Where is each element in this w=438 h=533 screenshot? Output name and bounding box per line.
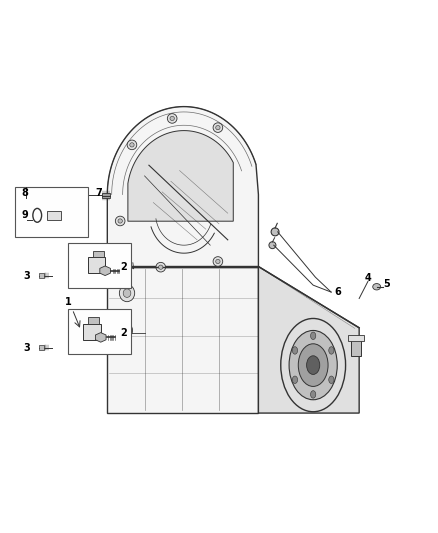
Bar [83, 324, 101, 340]
Bar [15, 187, 88, 237]
Ellipse shape [130, 143, 134, 147]
Ellipse shape [170, 116, 174, 120]
Ellipse shape [118, 219, 122, 223]
Ellipse shape [213, 123, 223, 132]
Ellipse shape [269, 242, 276, 248]
Ellipse shape [311, 332, 316, 340]
Ellipse shape [271, 228, 279, 236]
Ellipse shape [119, 285, 135, 302]
Ellipse shape [215, 125, 220, 130]
Text: 1: 1 [64, 297, 71, 307]
Bar [68, 309, 131, 354]
Bar [93, 251, 104, 257]
Text: 8: 8 [21, 189, 28, 198]
Ellipse shape [281, 318, 346, 411]
Text: 7: 7 [95, 189, 102, 198]
Ellipse shape [373, 284, 381, 290]
Text: 5: 5 [383, 279, 390, 289]
Bar [88, 257, 105, 273]
Polygon shape [95, 333, 106, 342]
Polygon shape [258, 266, 359, 413]
Ellipse shape [213, 257, 223, 266]
Bar [88, 317, 99, 324]
Bar [39, 273, 44, 278]
Text: 2: 2 [120, 262, 127, 271]
Ellipse shape [329, 376, 334, 384]
Polygon shape [107, 107, 258, 266]
Text: 4: 4 [364, 273, 371, 283]
Ellipse shape [159, 265, 163, 269]
Ellipse shape [167, 114, 177, 123]
Ellipse shape [117, 322, 132, 339]
Ellipse shape [329, 346, 334, 354]
Polygon shape [128, 131, 233, 221]
Polygon shape [100, 266, 110, 276]
Bar [39, 345, 44, 350]
Ellipse shape [298, 344, 328, 386]
Ellipse shape [127, 140, 137, 150]
Bar [47, 211, 61, 220]
Polygon shape [107, 266, 258, 413]
Ellipse shape [215, 260, 220, 264]
Ellipse shape [292, 376, 297, 384]
Ellipse shape [123, 289, 131, 297]
Text: 9: 9 [21, 210, 28, 220]
Bar [102, 193, 110, 198]
Ellipse shape [307, 356, 320, 374]
Text: 6: 6 [334, 287, 341, 297]
Text: 3: 3 [23, 271, 30, 280]
Bar [351, 337, 361, 356]
Ellipse shape [156, 262, 166, 272]
Ellipse shape [311, 391, 316, 398]
Bar [348, 335, 364, 341]
Bar [68, 243, 131, 288]
Ellipse shape [289, 330, 337, 400]
Ellipse shape [121, 326, 129, 335]
Text: 3: 3 [23, 343, 30, 352]
Ellipse shape [115, 216, 125, 226]
Text: 2: 2 [120, 328, 127, 338]
Ellipse shape [292, 346, 297, 354]
